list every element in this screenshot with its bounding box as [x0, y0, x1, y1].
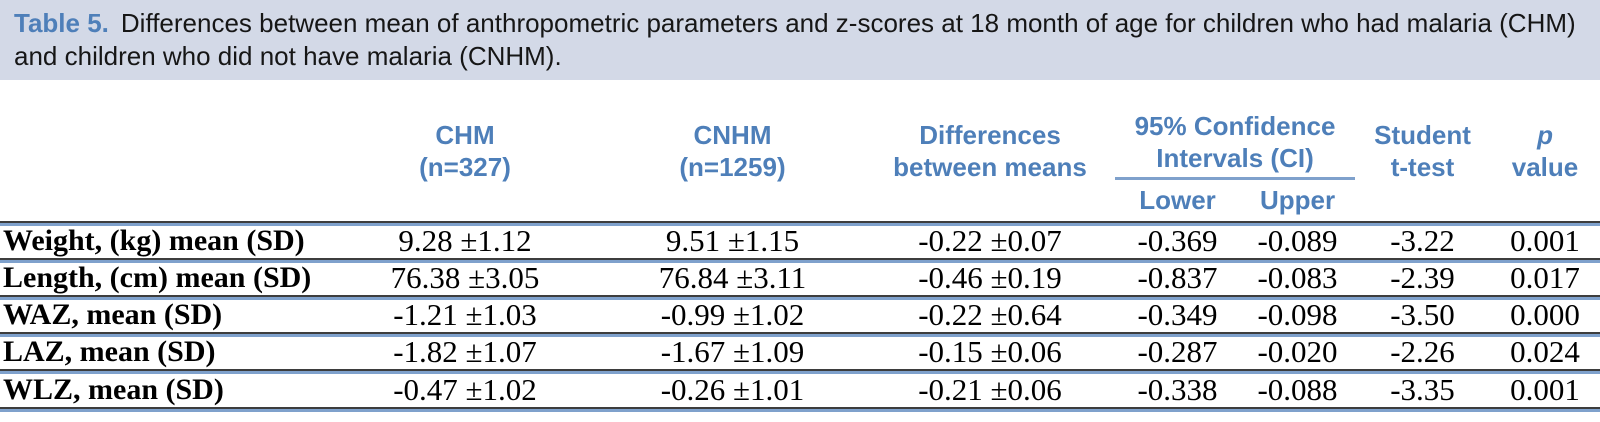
- table-header: CHM (n=327) CNHM (n=1259) Differences be…: [0, 80, 1600, 222]
- cell-ci-upper: -0.020: [1240, 332, 1356, 370]
- cell-diff: -0.15 ±0.06: [865, 332, 1115, 370]
- cell-chm: -1.21 ±1.03: [330, 295, 600, 333]
- cell-diff: -0.21 ±0.06: [865, 369, 1115, 407]
- header-student-ttest: Student t-test: [1355, 80, 1490, 222]
- header-differences: Differences between means: [893, 119, 1087, 182]
- header-p-line2: value: [1511, 151, 1579, 182]
- cell-pvalue: 0.001: [1490, 221, 1600, 259]
- header-ci-lower: Lower: [1139, 185, 1216, 216]
- header-chm-line1: CHM: [435, 119, 495, 150]
- cell-cnhm: -0.26 ±1.01: [600, 369, 865, 407]
- table-row-waz: WAZ, mean (SD) -1.21 ±1.03 -0.99 ±1.02 -…: [0, 295, 1600, 333]
- cell-cnhm: 76.84 ±3.11: [600, 258, 865, 296]
- cell-cnhm: -1.67 ±1.09: [600, 332, 865, 370]
- row-label-wlz: WLZ, mean (SD): [0, 369, 330, 407]
- header-p-line1: p: [1537, 119, 1553, 150]
- cell-ci-upper: -0.098: [1240, 295, 1356, 333]
- cell-cnhm: -0.99 ±1.02: [600, 295, 865, 333]
- cell-ci-lower: -0.837: [1115, 258, 1240, 296]
- cell-diff: -0.22 ±0.64: [865, 295, 1115, 333]
- table-bottom-rule: [0, 407, 1600, 412]
- table-row-weight: Weight, (kg) mean (SD) 9.28 ±1.12 9.51 ±…: [0, 221, 1600, 259]
- cell-cnhm: 9.51 ±1.15: [600, 221, 865, 259]
- header-p-value: p value: [1490, 80, 1600, 222]
- header-row-1: CHM (n=327) CNHM (n=1259) Differences be…: [0, 80, 1600, 182]
- header-cnhm-line1: CNHM: [693, 119, 772, 150]
- cell-ci-lower: -0.338: [1115, 369, 1240, 407]
- header-row-2: Lower Upper: [0, 178, 1600, 222]
- cell-ci-lower: -0.369: [1115, 221, 1240, 259]
- header-chm: CHM (n=327): [330, 80, 600, 222]
- cell-pvalue: 0.000: [1490, 295, 1600, 333]
- row-label-weight: Weight, (kg) mean (SD): [0, 221, 330, 259]
- header-ci-upper: Upper: [1259, 185, 1336, 216]
- header-cnhm: CNHM (n=1259): [600, 80, 865, 222]
- cell-pvalue: 0.024: [1490, 332, 1600, 370]
- cell-pvalue: 0.017: [1490, 258, 1600, 296]
- cell-chm: 76.38 ±3.05: [330, 258, 600, 296]
- cell-ttest: -3.50: [1355, 295, 1491, 333]
- cell-chm: -1.82 ±1.07: [330, 332, 600, 370]
- table-row-length: Length, (cm) mean (SD) 76.38 ±3.05 76.84…: [0, 258, 1600, 296]
- table-row-laz: LAZ, mean (SD) -1.82 ±1.07 -1.67 ±1.09 -…: [0, 332, 1600, 370]
- header-empty-corner: [0, 80, 330, 222]
- cell-ttest: -3.22: [1355, 221, 1491, 259]
- cell-diff: -0.22 ±0.07: [865, 221, 1115, 259]
- cell-pvalue: 0.001: [1490, 369, 1600, 407]
- cell-diff: -0.46 ±0.19: [865, 258, 1115, 296]
- row-label-laz: LAZ, mean (SD): [0, 332, 330, 370]
- header-chm-line2: (n=327): [419, 151, 511, 182]
- table-body: Weight, (kg) mean (SD) 9.28 ±1.12 9.51 ±…: [0, 221, 1600, 407]
- table-caption-text: Differences between mean of anthropometr…: [14, 8, 1576, 71]
- cell-ci-upper: -0.089: [1240, 221, 1356, 259]
- row-label-length: Length, (cm) mean (SD): [0, 258, 330, 296]
- cell-ci-upper: -0.088: [1240, 369, 1356, 407]
- cell-ttest: -3.35: [1355, 369, 1491, 407]
- table-caption: Table 5. Differences between mean of anth…: [0, 0, 1600, 80]
- cell-chm: 9.28 ±1.12: [330, 221, 600, 259]
- header-student-line2: t-test: [1390, 151, 1455, 182]
- cell-ci-lower: -0.349: [1115, 295, 1240, 333]
- header-ci-group: 95% Confidence Intervals (CI): [1115, 80, 1356, 180]
- header-cnhm-line2: (n=1259): [679, 151, 786, 182]
- cell-ttest: -2.26: [1355, 332, 1491, 370]
- cell-ci-upper: -0.083: [1240, 258, 1356, 296]
- header-student-line1: Student: [1374, 119, 1471, 150]
- cell-chm: -0.47 ±1.02: [330, 369, 600, 407]
- results-table: CHM (n=327) CNHM (n=1259) Differences be…: [0, 80, 1600, 407]
- table-row-wlz: WLZ, mean (SD) -0.47 ±1.02 -0.26 ±1.01 -…: [0, 369, 1600, 407]
- table-caption-label: Table 5.: [14, 8, 109, 38]
- row-label-waz: WAZ, mean (SD): [0, 295, 330, 333]
- cell-ci-lower: -0.287: [1115, 332, 1240, 370]
- cell-ttest: -2.39: [1355, 258, 1491, 296]
